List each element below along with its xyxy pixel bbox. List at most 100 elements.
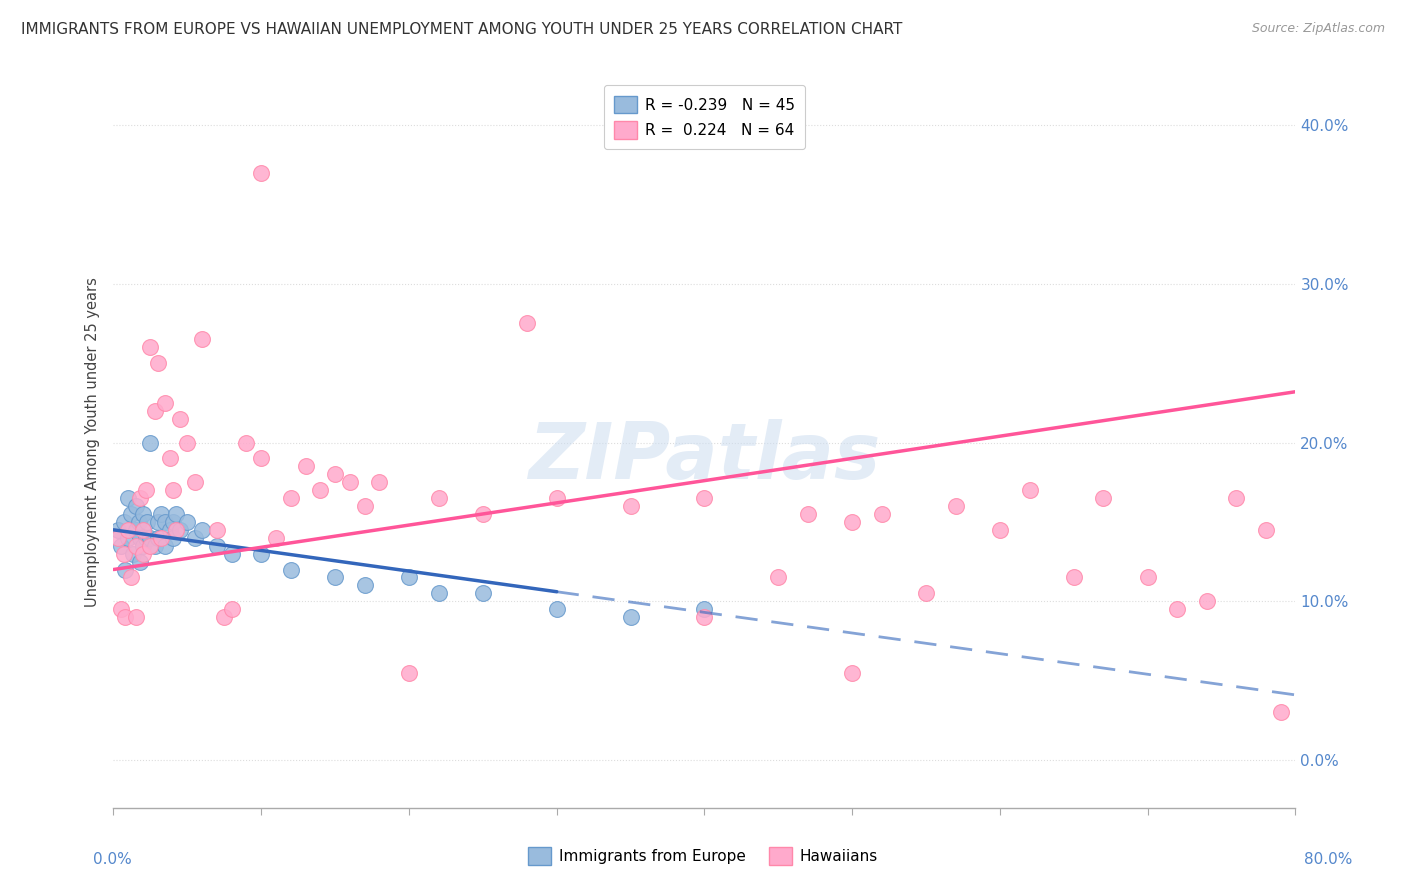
Point: [124, 610, 146, 624]
Point: [162, 515, 184, 529]
Point: [117, 531, 139, 545]
Point: [841, 665, 863, 680]
Point: [176, 435, 198, 450]
Point: [427, 491, 450, 505]
Point: [155, 396, 177, 410]
Point: [693, 602, 716, 616]
Point: [1018, 483, 1040, 497]
Point: [146, 515, 169, 529]
Point: [841, 515, 863, 529]
Point: [162, 531, 184, 545]
Point: [1092, 491, 1115, 505]
Point: [1270, 706, 1292, 720]
Point: [117, 491, 139, 505]
Point: [516, 317, 538, 331]
Point: [1166, 602, 1188, 616]
Point: [139, 435, 162, 450]
Point: [107, 523, 129, 537]
Point: [124, 539, 146, 553]
Point: [797, 507, 820, 521]
Point: [139, 340, 162, 354]
Point: [128, 515, 150, 529]
Point: [149, 531, 172, 545]
Point: [471, 586, 494, 600]
Point: [1254, 523, 1277, 537]
Point: [129, 531, 152, 545]
Text: Source: ZipAtlas.com: Source: ZipAtlas.com: [1251, 22, 1385, 36]
Point: [114, 610, 136, 624]
Point: [135, 483, 157, 497]
Point: [427, 586, 450, 600]
Point: [221, 602, 243, 616]
Point: [988, 523, 1011, 537]
Point: [309, 483, 332, 497]
Point: [398, 665, 420, 680]
Point: [191, 523, 214, 537]
Point: [205, 539, 228, 553]
Point: [146, 356, 169, 370]
Point: [398, 570, 420, 584]
Point: [139, 531, 162, 545]
Point: [176, 515, 198, 529]
Point: [1225, 491, 1247, 505]
Text: IMMIGRANTS FROM EUROPE VS HAWAIIAN UNEMPLOYMENT AMONG YOUTH UNDER 25 YEARS CORRE: IMMIGRANTS FROM EUROPE VS HAWAIIAN UNEMP…: [21, 22, 903, 37]
Point: [353, 499, 375, 513]
Point: [162, 483, 184, 497]
Point: [169, 411, 191, 425]
Point: [143, 539, 166, 553]
Point: [165, 523, 187, 537]
Point: [870, 507, 893, 521]
Point: [235, 435, 257, 450]
Point: [110, 539, 132, 553]
Legend: Immigrants from Europe, Hawaiians: Immigrants from Europe, Hawaiians: [522, 841, 884, 871]
Point: [159, 451, 181, 466]
Point: [159, 523, 181, 537]
Point: [184, 475, 207, 490]
Point: [915, 586, 938, 600]
Point: [110, 602, 132, 616]
Legend: R = -0.239   N = 45, R =  0.224   N = 64: R = -0.239 N = 45, R = 0.224 N = 64: [603, 85, 806, 149]
Point: [546, 491, 568, 505]
Point: [120, 507, 142, 521]
Point: [280, 562, 302, 576]
Point: [214, 610, 236, 624]
Point: [250, 166, 273, 180]
Point: [768, 570, 790, 584]
Point: [124, 523, 146, 537]
Point: [120, 570, 142, 584]
Point: [323, 467, 346, 482]
Point: [294, 459, 316, 474]
Point: [221, 547, 243, 561]
Point: [353, 578, 375, 592]
Text: ZIPatlas: ZIPatlas: [529, 419, 880, 495]
Point: [117, 523, 139, 537]
Point: [155, 539, 177, 553]
Point: [121, 547, 143, 561]
Point: [1195, 594, 1218, 608]
Point: [191, 332, 214, 346]
Point: [135, 531, 157, 545]
Point: [620, 610, 643, 624]
Point: [107, 531, 129, 545]
Point: [264, 531, 287, 545]
Point: [693, 491, 716, 505]
Point: [250, 547, 273, 561]
Point: [620, 499, 643, 513]
Point: [471, 507, 494, 521]
Point: [368, 475, 391, 490]
Point: [129, 491, 152, 505]
Point: [250, 451, 273, 466]
Point: [184, 531, 207, 545]
Point: [124, 499, 146, 513]
Point: [546, 602, 568, 616]
Point: [155, 515, 177, 529]
Point: [146, 531, 169, 545]
Point: [136, 515, 159, 529]
Point: [132, 547, 155, 561]
Text: 0.0%: 0.0%: [93, 852, 132, 867]
Point: [339, 475, 361, 490]
Point: [149, 507, 172, 521]
Point: [323, 570, 346, 584]
Point: [205, 523, 228, 537]
Point: [129, 555, 152, 569]
